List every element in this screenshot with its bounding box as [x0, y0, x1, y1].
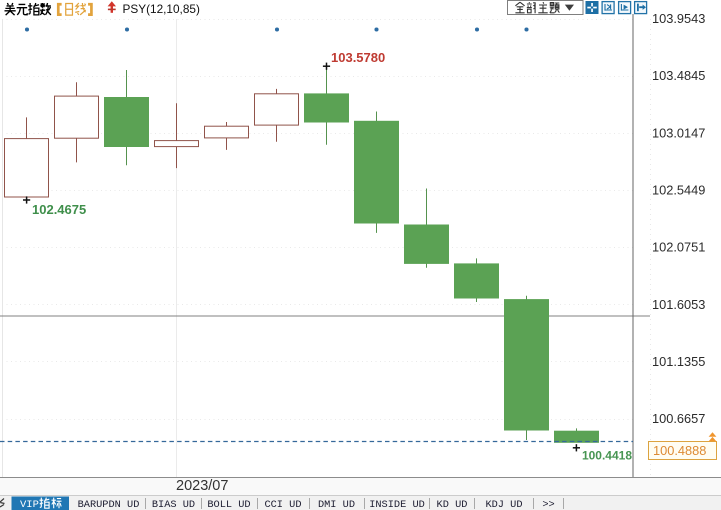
svg-text:103.9543: 103.9543	[652, 11, 705, 26]
svg-text:KD UD: KD UD	[437, 499, 468, 510]
svg-text:BARUPDN UD: BARUPDN UD	[78, 499, 140, 510]
svg-text:103.0147: 103.0147	[652, 125, 705, 140]
svg-text:DMI UD: DMI UD	[318, 499, 355, 510]
svg-text:KDJ UD: KDJ UD	[485, 499, 522, 510]
svg-text:103.5780: 103.5780	[331, 50, 385, 65]
svg-text:CCI UD: CCI UD	[264, 499, 301, 510]
svg-text:PSY(12,10,85): PSY(12,10,85)	[123, 2, 200, 16]
svg-text:BOLL UD: BOLL UD	[207, 499, 250, 510]
svg-text:101.6053: 101.6053	[652, 297, 705, 312]
svg-text:2023/07: 2023/07	[176, 478, 228, 494]
svg-text:103.4845: 103.4845	[652, 68, 705, 83]
svg-text:102.5449: 102.5449	[652, 183, 705, 198]
svg-text:100.4418: 100.4418	[582, 449, 632, 463]
svg-text:102.0751: 102.0751	[652, 240, 705, 255]
svg-text:BIAS UD: BIAS UD	[152, 499, 195, 510]
svg-text:102.4675: 102.4675	[32, 202, 86, 217]
svg-text:>>: >>	[542, 499, 554, 510]
svg-text:101.1355: 101.1355	[652, 354, 705, 369]
svg-text:INSIDE UD: INSIDE UD	[369, 499, 425, 510]
svg-text:VIP: VIP	[20, 499, 39, 510]
svg-text:100.6657: 100.6657	[652, 411, 705, 426]
svg-text:100.4888: 100.4888	[653, 443, 706, 458]
